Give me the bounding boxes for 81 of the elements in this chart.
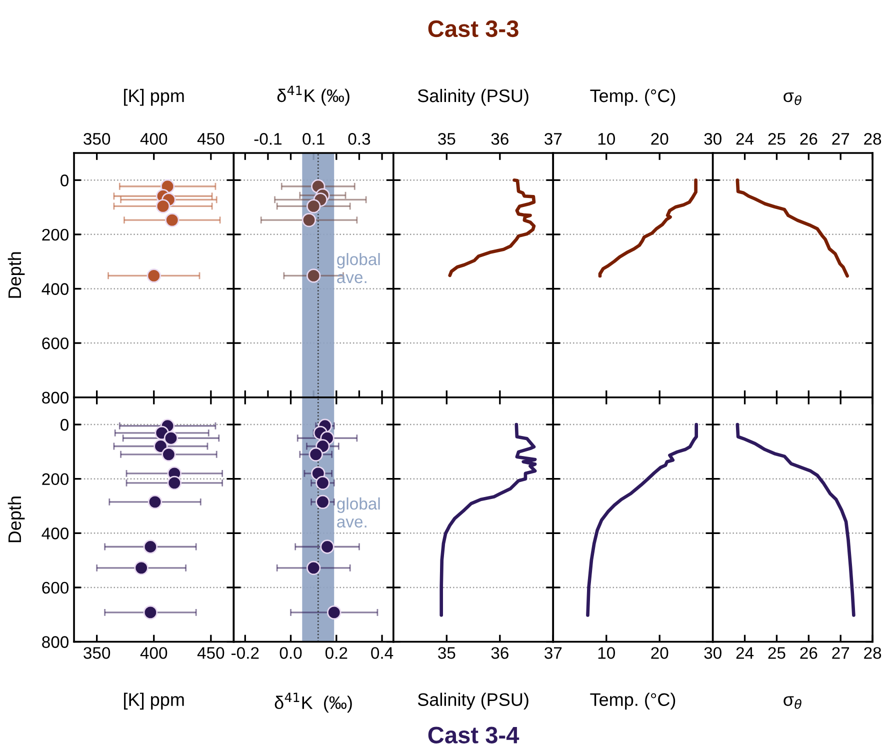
- point: [167, 476, 182, 490]
- point: [164, 431, 178, 446]
- x-tick-label: 36: [491, 133, 508, 145]
- x-tick-label: 25: [768, 133, 786, 145]
- x-tick-label: 30: [704, 647, 722, 659]
- band-label: global ave.: [337, 497, 380, 528]
- x-axis-title: [K] ppm: [124, 692, 184, 710]
- x-tick-label: 0.1: [302, 133, 324, 145]
- x-tick-label: 35: [438, 133, 456, 145]
- x-axis-title: Temp. (°C): [590, 692, 676, 710]
- y-tick-label: 400: [42, 283, 69, 295]
- x-tick-label: 24: [736, 647, 754, 659]
- x-tick-label: 35: [438, 647, 456, 659]
- x-tick-label: 0.4: [371, 647, 394, 659]
- y-axis-title: Depth: [8, 252, 25, 298]
- point: [143, 605, 158, 620]
- point: [143, 540, 158, 554]
- point: [156, 199, 170, 214]
- y-tick-label: 400: [42, 528, 69, 540]
- y-tick-label: 800: [42, 392, 69, 404]
- point: [306, 268, 321, 283]
- x-tick-label: 0.2: [325, 647, 348, 659]
- x-axis-title: δ$^{41}$K (‰): [277, 86, 350, 106]
- x-tick-label: 26: [800, 133, 818, 145]
- point: [320, 540, 334, 554]
- x-tick-label: 28: [864, 647, 882, 659]
- x-tick-label: 10: [598, 647, 615, 659]
- x-tick-label: 30: [704, 133, 722, 145]
- band-label: global ave.: [337, 252, 380, 284]
- x-tick-label: 24: [736, 133, 754, 145]
- x-tick-label: 25: [768, 647, 786, 659]
- point: [308, 447, 323, 462]
- point: [148, 494, 162, 510]
- point: [306, 560, 321, 576]
- x-tick-label: 400: [140, 133, 168, 145]
- point: [302, 212, 316, 228]
- x-tick-label: 10: [598, 133, 615, 145]
- x-tick-label: 20: [651, 647, 668, 659]
- x-axis-title: δ$^{41}$K (‰): [274, 692, 352, 713]
- point: [306, 199, 321, 214]
- x-tick-label: 400: [140, 647, 168, 659]
- point: [327, 605, 342, 620]
- x-tick-label: 0.3: [348, 133, 370, 145]
- y-axis-title: Depth: [8, 496, 25, 542]
- point: [316, 494, 330, 510]
- x-tick-label: 28: [864, 133, 882, 145]
- x-axis-title: Salinity (PSU): [418, 692, 528, 710]
- x-tick-label: 37: [544, 647, 562, 659]
- chart-title: Cast 3-3: [428, 20, 518, 38]
- point: [146, 268, 161, 283]
- x-tick-label: 26: [800, 647, 818, 659]
- point: [165, 212, 180, 228]
- x-axis-title: σ$_{θ}$: [784, 92, 802, 106]
- y-tick-label: 200: [42, 473, 69, 486]
- x-tick-label: 350: [84, 133, 110, 145]
- x-axis-title: [K] ppm: [124, 88, 184, 106]
- y-tick-label: 0: [60, 174, 69, 186]
- x-tick-label: 27: [832, 647, 850, 659]
- x-tick-label: 450: [197, 647, 224, 659]
- point: [316, 476, 330, 490]
- x-tick-label: 450: [197, 133, 224, 145]
- y-tick-label: 200: [42, 228, 69, 241]
- x-tick-label: 350: [84, 647, 110, 659]
- x-axis-title: Salinity (PSU): [418, 88, 528, 106]
- x-tick-label: 27: [832, 133, 850, 145]
- point: [134, 560, 148, 576]
- x-tick-label: -0.1: [254, 133, 282, 145]
- x-tick-label: 37: [544, 133, 562, 145]
- x-tick-label: 36: [491, 647, 508, 659]
- y-tick-label: 0: [60, 418, 69, 431]
- text: Cast 3-4: [428, 726, 520, 744]
- x-axis-title: Temp. (°C): [590, 88, 676, 106]
- x-tick-label: -0.2: [232, 647, 259, 659]
- x-axis-title: σ$_{θ}$: [784, 696, 802, 709]
- point: [154, 439, 168, 454]
- x-tick-label: 20: [651, 133, 668, 145]
- x-tick-label: 0.0: [280, 647, 302, 659]
- y-tick-label: 600: [42, 337, 69, 350]
- y-tick-label: 600: [42, 582, 69, 594]
- y-tick-label: 800: [42, 636, 69, 648]
- point: [162, 447, 176, 462]
